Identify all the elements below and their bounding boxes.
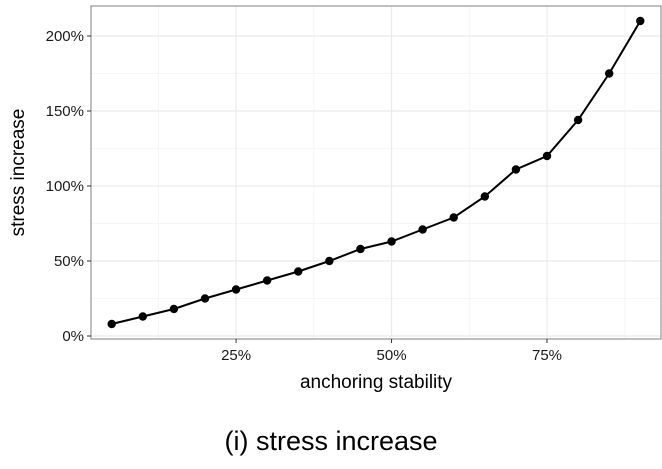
data-point [449, 213, 458, 222]
data-point [636, 16, 645, 26]
x-tick-label: 75% [532, 347, 562, 364]
y-tick-label: 150% [46, 103, 84, 120]
figure-caption: (i) stress increase [224, 426, 438, 456]
x-axis-title: anchoring stability [300, 372, 453, 393]
data-point [542, 151, 552, 161]
data-point [604, 69, 614, 78]
grid-major-lines [91, 6, 661, 339]
data-point [294, 267, 303, 276]
data-points [107, 16, 645, 329]
stress-increase-chart: 0% 50% 100% 150% 200% 25% 50% 75% anchoring st… [8, 5, 662, 393]
data-point [418, 225, 427, 234]
data-point [325, 256, 334, 266]
series-line [111, 20, 642, 325]
y-tick-label: 50% [54, 253, 84, 270]
data-point [573, 115, 583, 125]
data-point [169, 304, 179, 314]
data-point [138, 312, 148, 321]
x-axis-ticks: 25% 50% 75% [221, 339, 562, 364]
panel-border [90, 5, 662, 340]
data-point [511, 165, 521, 174]
y-tick-label: 200% [46, 28, 84, 45]
data-point [262, 276, 272, 285]
x-tick-label: 50% [377, 347, 407, 364]
data-point [387, 237, 396, 246]
x-tick-label: 25% [221, 347, 251, 364]
y-axis-title: stress increase [8, 109, 29, 237]
data-point [231, 285, 241, 294]
data-point [200, 294, 210, 303]
data-point [480, 192, 490, 201]
y-tick-label: 100% [46, 178, 84, 195]
data-point [356, 244, 365, 254]
grid-minor-lines [91, 6, 661, 339]
y-axis-ticks: 0% 50% 100% 150% 200% [46, 28, 91, 345]
data-point [107, 319, 116, 329]
y-tick-label: 0% [62, 328, 84, 345]
